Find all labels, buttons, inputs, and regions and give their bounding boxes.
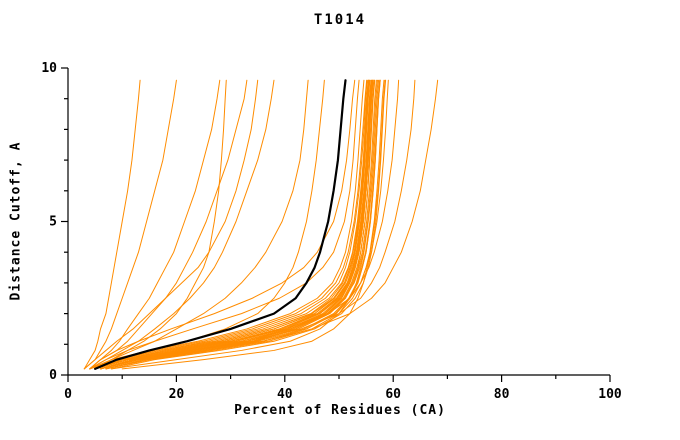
series-line-model-24 [94,79,369,370]
series-line-model-31 [89,79,248,370]
series-line-model-39 [100,79,389,370]
series-line-model-29 [83,79,177,370]
x-axis-label: Percent of Residues (CA) [234,403,446,418]
x-tick-label: 20 [169,387,185,402]
series-line-model-38 [94,79,400,370]
y-tick-label: 5 [49,215,57,230]
x-tick-label: 80 [494,387,510,402]
x-tick-label: 40 [277,387,293,402]
y-tick-label: 10 [41,61,57,76]
series-line-reference-model [93,79,347,370]
series-line-model-25 [89,79,360,370]
series-line-model-30 [89,79,221,370]
series-line-model-20 [94,79,370,370]
series-line-model-06 [89,79,368,370]
series-line-model-11 [110,79,387,370]
series-line-model-07 [105,79,385,370]
series-line-model-33 [89,79,275,370]
series-line-model-36 [100,79,439,370]
series-line-model-18 [89,79,368,370]
series-line-model-28 [83,79,141,370]
series-line-model-35 [83,79,259,370]
series-line-model-17 [100,79,377,370]
series-line-model-22 [94,79,373,370]
x-tick-label: 0 [64,387,72,402]
series-line-model-40 [121,79,386,370]
series-line-model-41 [110,79,380,370]
x-tick-label: 100 [598,387,622,402]
series-line-model-32 [94,79,227,370]
y-tick-label: 0 [49,368,57,383]
series-line-model-12 [89,79,365,370]
series-line-model-26 [89,79,356,370]
x-tick-label: 60 [385,387,401,402]
series-line-model-34 [94,79,309,370]
chart-title: T1014 [313,12,367,28]
